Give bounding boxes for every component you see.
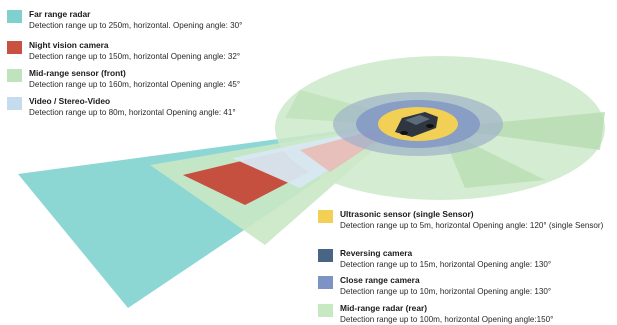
legend-desc: Detection range up to 250m, horizontal. … [29, 21, 243, 30]
far-range-radar-swatch [7, 10, 22, 23]
video-stereo-swatch [7, 97, 22, 110]
mid-range-sensor-front-swatch [7, 69, 22, 82]
legend-title: Ultrasonic sensor (single Sensor) [340, 209, 474, 219]
legend-far-range-radar: Far range radar Detection range up to 25… [7, 9, 242, 31]
legend-title: Close range camera [340, 275, 420, 285]
legend-desc: Detection range up to 5m, horizontal Ope… [340, 221, 604, 230]
night-vision-camera-swatch [7, 41, 22, 54]
legend-mid-range-radar-rear: Mid-range radar (rear) Detection range u… [318, 303, 553, 325]
legend-desc: Detection range up to 15m, horizontal Op… [340, 260, 552, 269]
legend-desc: Detection range up to 150m, horizontal O… [29, 52, 241, 61]
rear-radar-wedge-top [440, 112, 605, 150]
legend-title: Reversing camera [340, 248, 413, 258]
legend-mid-range-sensor-front: Mid-range sensor (front) Detection range… [7, 68, 240, 90]
legend-title: Far range radar [29, 9, 91, 19]
legend-desc: Detection range up to 10m, horizontal Op… [340, 287, 552, 296]
legend-title: Night vision camera [29, 40, 109, 50]
legend-title: Mid-range sensor (front) [29, 68, 126, 78]
close-range-camera-swatch [318, 276, 333, 289]
legend-ultrasonic: Ultrasonic sensor (single Sensor) Detect… [318, 209, 603, 231]
legend-video-stereo: Video / Stereo-Video Detection range up … [7, 96, 236, 118]
ultrasonic-swatch [318, 210, 333, 223]
legend-reversing-camera: Reversing camera Detection range up to 1… [318, 248, 551, 270]
mid-range-radar-rear-swatch [318, 304, 333, 317]
reversing-camera-swatch [318, 249, 333, 262]
legend-close-range-camera: Close range camera Detection range up to… [318, 275, 551, 297]
legend-desc: Detection range up to 160m, horizontal O… [29, 80, 241, 89]
car-icon [395, 112, 438, 137]
legend-title: Mid-range radar (rear) [340, 303, 428, 313]
legend-desc: Detection range up to 100m, horizontal O… [340, 315, 554, 324]
legend-desc: Detection range up to 80m, horizontal Op… [29, 108, 236, 117]
legend-title: Video / Stereo-Video [29, 96, 111, 106]
legend-night-vision-camera: Night vision camera Detection range up t… [7, 40, 240, 62]
